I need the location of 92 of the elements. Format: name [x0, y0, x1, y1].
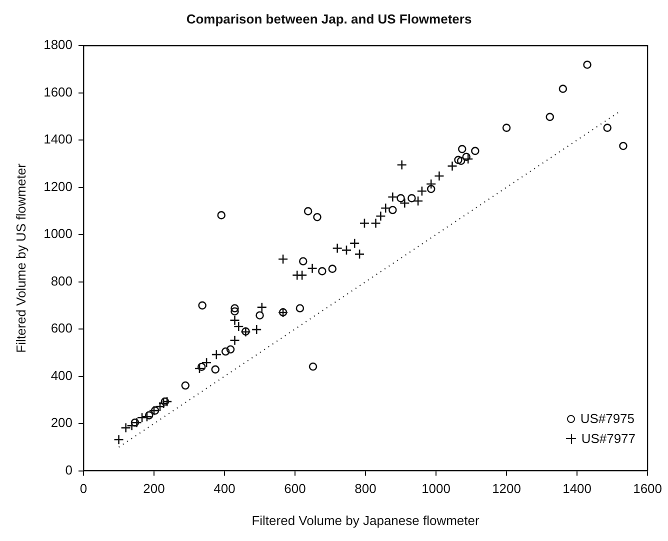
point: [376, 211, 386, 222]
point: [502, 124, 511, 132]
point: [130, 418, 140, 427]
point: [308, 362, 318, 371]
legend-label: US#7977: [581, 430, 636, 448]
point: [328, 264, 337, 273]
y-tick-label: 1400: [44, 132, 73, 147]
point: [132, 417, 142, 428]
point: [251, 324, 262, 335]
point: [201, 357, 212, 368]
point: [426, 178, 436, 190]
point: [471, 146, 480, 156]
point: [558, 84, 568, 93]
point: [619, 142, 628, 150]
x-tick-label: 1000: [422, 481, 450, 496]
y-tick-label: 1200: [44, 178, 73, 194]
point: [256, 302, 268, 312]
x-tick-label: 1200: [492, 481, 521, 496]
point: [256, 311, 264, 320]
point: [349, 238, 360, 248]
point: [211, 365, 220, 374]
point: [296, 304, 304, 312]
point: [304, 207, 312, 216]
point: [332, 243, 342, 254]
point: [388, 206, 397, 214]
point: [456, 156, 466, 166]
point: [447, 160, 458, 172]
y-tick-label: 800: [50, 273, 73, 288]
legend-label: US#7975: [580, 410, 635, 428]
point: [198, 301, 206, 310]
point: [154, 401, 166, 412]
point: [426, 184, 436, 194]
y-tick-label: 1800: [44, 37, 73, 52]
point: [434, 170, 444, 182]
point: [380, 202, 391, 214]
point: [307, 263, 318, 274]
point: [197, 362, 206, 372]
point: [396, 194, 405, 202]
point: [603, 124, 612, 132]
point: [221, 347, 230, 356]
point: [162, 396, 172, 407]
x-tick-label: 800: [354, 481, 376, 496]
point: [142, 412, 152, 422]
point: [211, 349, 222, 360]
y-axis-title: Filtered Volume by US flowmeter: [13, 162, 28, 353]
x-tick-label: 0: [80, 481, 88, 496]
point: [136, 412, 148, 423]
point: [454, 156, 462, 164]
point: [120, 422, 131, 433]
point: [416, 186, 428, 196]
point: [226, 345, 235, 354]
y-tick-label: 600: [50, 320, 73, 336]
point: [160, 397, 170, 406]
point: [296, 270, 308, 280]
point: [583, 60, 592, 69]
point: [462, 154, 474, 164]
point: [370, 218, 381, 228]
y-tick-label: 0: [65, 462, 73, 478]
point: [230, 335, 240, 346]
point: [388, 192, 398, 202]
x-tick-label: 400: [214, 481, 236, 496]
point: [298, 257, 308, 266]
point: [144, 411, 154, 420]
y-tick-label: 1600: [44, 84, 73, 100]
point: [313, 212, 322, 222]
point: [278, 254, 288, 264]
point: [114, 434, 124, 445]
point: [318, 267, 326, 276]
point: [462, 152, 470, 162]
point: [546, 112, 554, 122]
point: [412, 196, 424, 206]
point: [396, 160, 407, 170]
point: [230, 307, 239, 316]
x-tick-label: 1400: [562, 481, 592, 496]
x-tick-label: 200: [143, 481, 165, 496]
y-tick-label: 400: [50, 368, 73, 383]
point: [194, 363, 205, 374]
point: [181, 381, 190, 390]
y-tick-label: 1000: [44, 226, 73, 242]
chart-title: Comparison between Jap. and US Flowmeters: [186, 11, 472, 26]
x-tick-label: 1600: [633, 481, 662, 496]
x-tick-label: 600: [284, 481, 306, 496]
x-axis-title: Filtered Volume by Japanese flowmeter: [252, 512, 480, 528]
point: [408, 194, 416, 202]
point: [359, 218, 370, 228]
point: [354, 249, 365, 260]
point: [230, 304, 239, 312]
point: [400, 198, 410, 208]
point: [217, 211, 226, 220]
y-tick-label: 200: [50, 415, 73, 430]
point: [341, 245, 352, 256]
point: [458, 144, 466, 154]
